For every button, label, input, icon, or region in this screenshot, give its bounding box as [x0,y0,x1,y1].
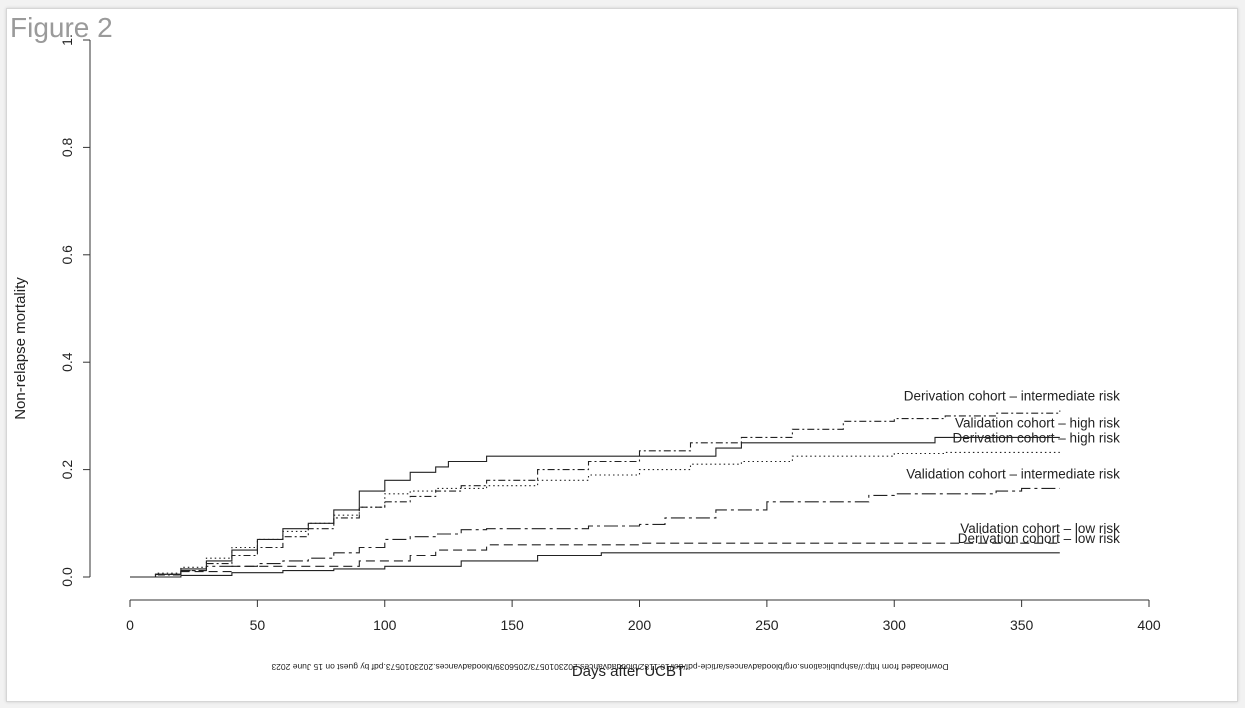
series-line-6 [130,552,1060,578]
series-label-1: Derivation cohort – intermediate risk [904,389,1120,404]
series-line-1 [130,410,1061,578]
x-tick-label: 350 [1010,617,1034,633]
series-label-6: Derivation cohort – low risk [958,531,1120,546]
figure-label: Figure 2 [10,12,113,43]
x-tick-label: 100 [373,617,397,633]
series-line-5 [130,542,1060,578]
figure-frame [6,8,1238,702]
y-tick-label: 0.0 [59,567,75,587]
x-tick-label: 150 [500,617,524,633]
download-watermark: Downloaded from http://ashpublications.o… [271,662,949,672]
x-tick-label: 300 [883,617,907,633]
y-axis-label: Non-relapse mortality [12,277,29,420]
series-line-2 [130,436,1060,578]
x-tick-label: 200 [628,617,652,633]
y-tick-label: 0.2 [59,460,75,480]
series-label-2: Validation cohort – high risk [955,415,1120,430]
y-tick-label: 0.8 [59,137,75,157]
x-tick-label: 400 [1137,617,1161,633]
x-tick-label: 0 [126,617,134,633]
y-tick-label: 0.6 [59,245,75,265]
series-label-3: Derivation cohort – high risk [953,430,1121,445]
series-line-3 [130,451,1060,578]
x-tick-label: 250 [755,617,779,633]
x-axis-label: Days after UCBT [572,663,685,680]
y-tick-label: 1. [59,34,75,46]
series-label-4: Validation cohort – intermediate risk [906,466,1120,481]
series-label-5: Validation cohort – low risk [960,521,1120,536]
x-tick-label: 50 [250,617,266,633]
series-line-4 [130,487,1060,578]
y-tick-label: 0.4 [59,352,75,372]
